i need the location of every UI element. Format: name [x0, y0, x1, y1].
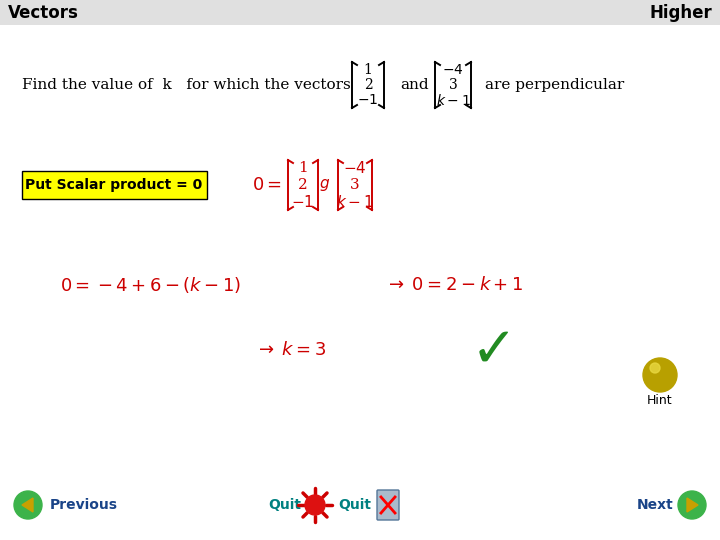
Polygon shape — [22, 498, 33, 512]
Text: 3: 3 — [449, 78, 457, 92]
Text: $-1$: $-1$ — [292, 194, 315, 210]
Text: $-4$: $-4$ — [442, 63, 464, 77]
Text: Quit: Quit — [338, 498, 371, 512]
Text: 1: 1 — [364, 63, 372, 77]
Text: $-4$: $-4$ — [343, 160, 366, 177]
Text: Hint: Hint — [647, 395, 672, 408]
Text: Previous: Previous — [50, 498, 118, 512]
Polygon shape — [687, 498, 698, 512]
Text: Quit: Quit — [268, 498, 301, 512]
Circle shape — [305, 495, 325, 515]
Circle shape — [678, 491, 706, 519]
Text: $k-1$: $k-1$ — [436, 93, 470, 108]
Text: $\rightarrow \; 0 = 2 - k + 1$: $\rightarrow \; 0 = 2 - k + 1$ — [385, 276, 523, 294]
Text: 3: 3 — [350, 178, 360, 192]
Text: $-1$: $-1$ — [357, 93, 379, 107]
Text: and: and — [400, 78, 428, 92]
FancyBboxPatch shape — [22, 171, 207, 199]
Text: $g$: $g$ — [320, 177, 330, 193]
Circle shape — [14, 491, 42, 519]
Text: are perpendicular: are perpendicular — [485, 78, 624, 92]
Text: $\rightarrow \; k = 3$: $\rightarrow \; k = 3$ — [255, 341, 326, 359]
Text: $0=$: $0=$ — [252, 176, 282, 194]
Text: $\checkmark$: $\checkmark$ — [470, 322, 510, 377]
Text: 2: 2 — [364, 78, 372, 92]
Bar — [0, 0, 720, 25]
Circle shape — [643, 358, 677, 392]
FancyBboxPatch shape — [377, 490, 399, 520]
Circle shape — [650, 363, 660, 373]
Text: Put Scalar product = 0: Put Scalar product = 0 — [25, 178, 202, 192]
Text: 2: 2 — [298, 178, 308, 192]
Text: Vectors: Vectors — [8, 4, 79, 22]
Text: Next: Next — [637, 498, 674, 512]
Text: $0 = -4 + 6 - (k - 1)$: $0 = -4 + 6 - (k - 1)$ — [60, 275, 241, 295]
Text: Higher: Higher — [649, 4, 712, 22]
Text: $k-1$: $k-1$ — [336, 194, 374, 210]
Text: Find the value of  k   for which the vectors: Find the value of k for which the vector… — [22, 78, 351, 92]
Text: 1: 1 — [298, 161, 308, 176]
